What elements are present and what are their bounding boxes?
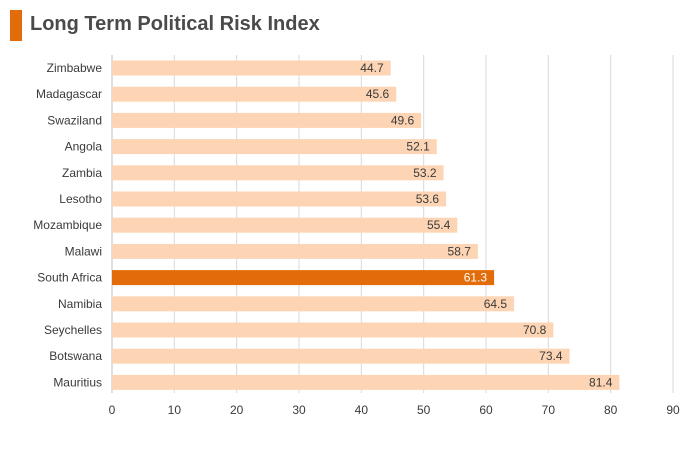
- category-label: Zimbabwe: [47, 61, 103, 75]
- value-label: 49.6: [391, 113, 415, 127]
- bar: [112, 296, 515, 312]
- x-axis-tick-labels: 0 10 20 30 40 50 60 70 80 90: [109, 403, 680, 417]
- bar-highlighted: [112, 270, 495, 286]
- bar: [112, 86, 397, 102]
- value-label: 64.5: [484, 297, 508, 311]
- x-tick-label: 50: [417, 403, 431, 417]
- bar: [112, 60, 391, 76]
- category-label: Lesotho: [59, 192, 102, 206]
- bars: [112, 60, 620, 390]
- category-label: Botswana: [49, 349, 102, 363]
- chart-title: Long Term Political Risk Index: [30, 13, 320, 35]
- category-label: Mozambique: [33, 218, 102, 232]
- value-label: 61.3: [464, 271, 488, 285]
- category-label: Swaziland: [47, 113, 102, 127]
- value-label: 53.2: [413, 166, 437, 180]
- value-label: 55.4: [427, 218, 451, 232]
- x-tick-label: 80: [604, 403, 618, 417]
- bar: [112, 322, 554, 338]
- x-tick-label: 90: [666, 403, 680, 417]
- category-label: Namibia: [58, 297, 102, 311]
- x-tick-label: 20: [230, 403, 244, 417]
- category-label: Madagascar: [36, 87, 102, 101]
- title-accent-bar: [10, 10, 22, 41]
- category-labels: Zimbabwe Madagascar Swaziland Angola Zambia L…: [33, 61, 102, 389]
- category-label: South Africa: [37, 271, 102, 285]
- bar: [112, 165, 444, 181]
- value-labels: 44.7 45.649.6 52.1 53.2 53.6 55.4 58.7 61.3 64.5…: [360, 61, 612, 389]
- category-label: Malawi: [65, 244, 102, 258]
- bar: [112, 374, 620, 390]
- value-label: 52.1: [406, 140, 430, 154]
- category-label: Seychelles: [44, 323, 102, 337]
- value-label: 58.7: [448, 244, 472, 258]
- x-tick-label: 10: [168, 403, 182, 417]
- category-label: Zambia: [62, 166, 102, 180]
- bar: [112, 243, 478, 259]
- x-tick-label: 0: [109, 403, 116, 417]
- bar: [112, 217, 458, 233]
- value-label: 53.6: [416, 192, 440, 206]
- value-label: 81.4: [589, 375, 613, 389]
- category-label: Angola: [65, 140, 103, 154]
- x-tick-label: 30: [292, 403, 306, 417]
- category-label: Mauritius: [53, 375, 102, 389]
- bar: [112, 112, 422, 128]
- value-label: 70.8: [523, 323, 547, 337]
- x-tick-label: 40: [355, 403, 369, 417]
- bar: [112, 139, 437, 155]
- x-tick-label: 70: [542, 403, 556, 417]
- x-tick-label: 60: [479, 403, 493, 417]
- value-label: 44.7: [360, 61, 384, 75]
- bar: [112, 348, 570, 364]
- bar: [112, 191, 447, 207]
- value-label: 45.6: [366, 87, 390, 101]
- value-label: 73.4: [539, 349, 563, 363]
